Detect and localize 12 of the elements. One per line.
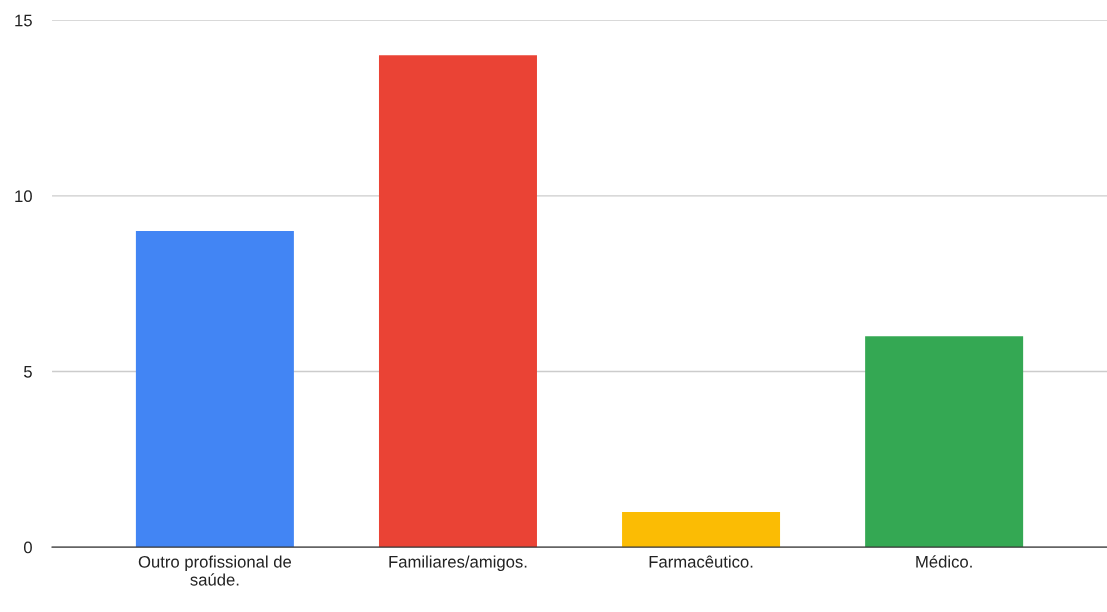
- y-tick-label: 0: [23, 541, 32, 554]
- x-tick-label: Farmacêutico.: [649, 555, 753, 568]
- y-tick-label: 15: [15, 14, 32, 27]
- bar: [622, 512, 781, 548]
- bar: [135, 230, 294, 548]
- bar: [378, 55, 537, 548]
- x-tick-label: Familiares/amigos.: [389, 555, 527, 571]
- x-tick-label: Médico.: [916, 555, 972, 568]
- bar: [865, 336, 1024, 548]
- y-tick-label: 5: [23, 366, 32, 378]
- x-tick-label: Outro profissional de saúde.: [138, 555, 292, 586]
- y-tick-label: 10: [15, 190, 32, 203]
